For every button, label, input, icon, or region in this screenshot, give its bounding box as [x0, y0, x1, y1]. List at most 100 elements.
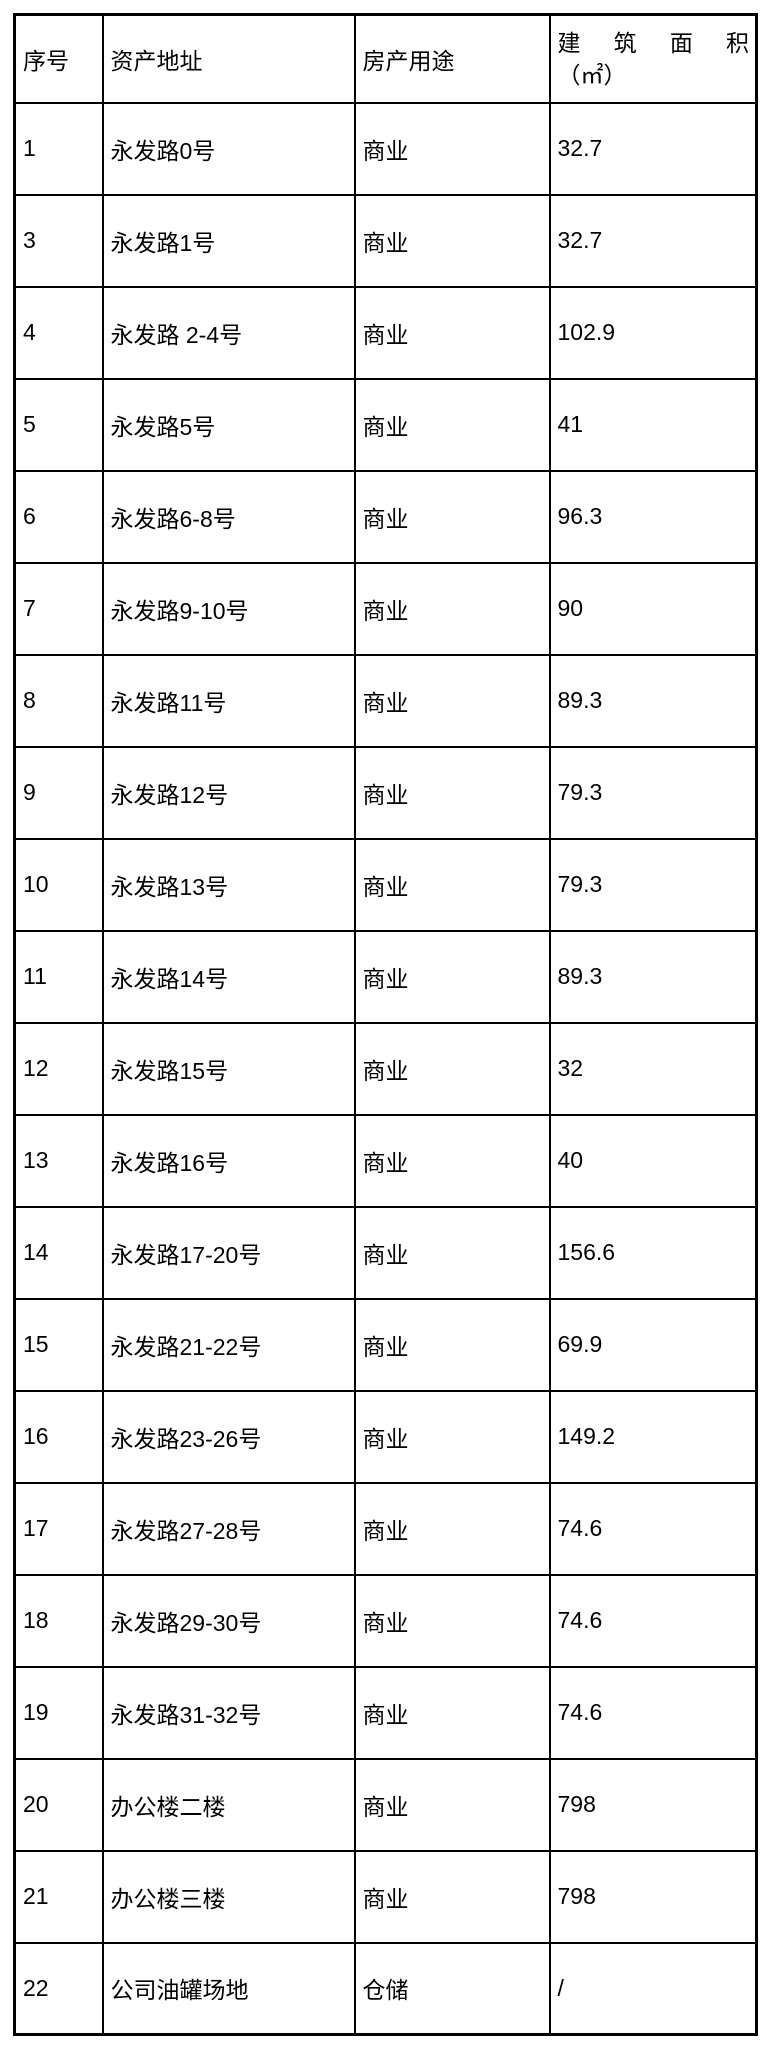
- table-row: 21 办公楼三楼 商业 798: [13, 1849, 758, 1944]
- column-header-area-title: 建 筑 面 积: [557, 29, 750, 56]
- cell-building-area: 74.6: [548, 1481, 758, 1576]
- cell-serial-number: 17: [13, 1481, 104, 1576]
- column-header-area: 建 筑 面 积 （㎡）: [548, 13, 758, 104]
- cell-serial-number: 22: [13, 1941, 104, 2036]
- cell-serial-number: 4: [13, 285, 104, 380]
- cell-serial-number: 14: [13, 1205, 104, 1300]
- cell-asset-address: 永发路6-8号: [101, 469, 356, 564]
- cell-building-area: 41: [548, 377, 758, 472]
- cell-property-use: 商业: [353, 193, 551, 288]
- cell-building-area: 89.3: [548, 653, 758, 748]
- cell-property-use: 商业: [353, 561, 551, 656]
- cell-building-area: 79.3: [548, 745, 758, 840]
- cell-asset-address: 永发路13号: [101, 837, 356, 932]
- cell-building-area: 40: [548, 1113, 758, 1208]
- table-row: 8 永发路11号 商业 89.3: [13, 653, 758, 748]
- cell-building-area: 32: [548, 1021, 758, 1116]
- cell-serial-number: 20: [13, 1757, 104, 1852]
- cell-serial-number: 9: [13, 745, 104, 840]
- column-header-no: 序号: [13, 13, 104, 104]
- table-row: 17 永发路27-28号 商业 74.6: [13, 1481, 758, 1576]
- cell-building-area: 74.6: [548, 1573, 758, 1668]
- cell-property-use: 商业: [353, 653, 551, 748]
- cell-property-use: 商业: [353, 469, 551, 564]
- cell-property-use: 商业: [353, 285, 551, 380]
- cell-serial-number: 16: [13, 1389, 104, 1484]
- cell-serial-number: 19: [13, 1665, 104, 1760]
- cell-serial-number: 21: [13, 1849, 104, 1944]
- table-row: 4 永发路 2-4号 商业 102.9: [13, 285, 758, 380]
- cell-building-area: 149.2: [548, 1389, 758, 1484]
- cell-property-use: 仓储: [353, 1941, 551, 2036]
- cell-property-use: 商业: [353, 1481, 551, 1576]
- cell-building-area: 90: [548, 561, 758, 656]
- cell-serial-number: 1: [13, 101, 104, 196]
- cell-asset-address: 永发路15号: [101, 1021, 356, 1116]
- cell-building-area: 32.7: [548, 193, 758, 288]
- table-row: 10 永发路13号 商业 79.3: [13, 837, 758, 932]
- cell-asset-address: 永发路31-32号: [101, 1665, 356, 1760]
- table-row: 20 办公楼二楼 商业 798: [13, 1757, 758, 1852]
- cell-asset-address: 永发路16号: [101, 1113, 356, 1208]
- cell-asset-address: 永发路1号: [101, 193, 356, 288]
- table-body: 1 永发路0号 商业 32.7 3 永发路1号 商业 32.7 4 永发路 2-…: [13, 101, 758, 2036]
- cell-property-use: 商业: [353, 1205, 551, 1300]
- cell-asset-address: 永发路9-10号: [101, 561, 356, 656]
- cell-asset-address: 永发路14号: [101, 929, 356, 1024]
- cell-serial-number: 13: [13, 1113, 104, 1208]
- cell-asset-address: 永发路0号: [101, 101, 356, 196]
- cell-asset-address: 永发路27-28号: [101, 1481, 356, 1576]
- table-header-row: 序号 资产地址 房产用途 建 筑 面 积 （㎡）: [13, 13, 758, 104]
- cell-property-use: 商业: [353, 1113, 551, 1208]
- cell-asset-address: 永发路 2-4号: [101, 285, 356, 380]
- cell-asset-address: 永发路21-22号: [101, 1297, 356, 1392]
- cell-serial-number: 6: [13, 469, 104, 564]
- cell-building-area: 156.6: [548, 1205, 758, 1300]
- cell-building-area: 96.3: [548, 469, 758, 564]
- cell-serial-number: 15: [13, 1297, 104, 1392]
- cell-property-use: 商业: [353, 929, 551, 1024]
- cell-property-use: 商业: [353, 377, 551, 472]
- column-header-area-unit: （㎡）: [557, 61, 627, 88]
- cell-serial-number: 18: [13, 1573, 104, 1668]
- cell-property-use: 商业: [353, 1849, 551, 1944]
- cell-building-area: 69.9: [548, 1297, 758, 1392]
- cell-asset-address: 办公楼二楼: [101, 1757, 356, 1852]
- table-row: 6 永发路6-8号 商业 96.3: [13, 469, 758, 564]
- cell-property-use: 商业: [353, 837, 551, 932]
- column-header-use: 房产用途: [353, 13, 551, 104]
- cell-building-area: 79.3: [548, 837, 758, 932]
- table-row: 12 永发路15号 商业 32: [13, 1021, 758, 1116]
- cell-serial-number: 11: [13, 929, 104, 1024]
- cell-property-use: 商业: [353, 1021, 551, 1116]
- cell-property-use: 商业: [353, 1297, 551, 1392]
- column-header-address: 资产地址: [101, 13, 356, 104]
- cell-building-area: /: [548, 1941, 758, 2036]
- cell-property-use: 商业: [353, 1389, 551, 1484]
- table-row: 16 永发路23-26号 商业 149.2: [13, 1389, 758, 1484]
- cell-serial-number: 8: [13, 653, 104, 748]
- cell-serial-number: 7: [13, 561, 104, 656]
- cell-asset-address: 办公楼三楼: [101, 1849, 356, 1944]
- table-row: 11 永发路14号 商业 89.3: [13, 929, 758, 1024]
- asset-table: 序号 资产地址 房产用途 建 筑 面 积 （㎡） 1 永发路0号 商业 32.7…: [13, 13, 758, 2036]
- table-row: 14 永发路17-20号 商业 156.6: [13, 1205, 758, 1300]
- cell-asset-address: 永发路23-26号: [101, 1389, 356, 1484]
- cell-asset-address: 永发路11号: [101, 653, 356, 748]
- cell-property-use: 商业: [353, 1757, 551, 1852]
- cell-property-use: 商业: [353, 1573, 551, 1668]
- cell-asset-address: 永发路29-30号: [101, 1573, 356, 1668]
- table-row: 22 公司油罐场地 仓储 /: [13, 1941, 758, 2036]
- cell-serial-number: 10: [13, 837, 104, 932]
- cell-property-use: 商业: [353, 745, 551, 840]
- table-row: 5 永发路5号 商业 41: [13, 377, 758, 472]
- cell-serial-number: 3: [13, 193, 104, 288]
- cell-building-area: 102.9: [548, 285, 758, 380]
- table-row: 15 永发路21-22号 商业 69.9: [13, 1297, 758, 1392]
- cell-building-area: 89.3: [548, 929, 758, 1024]
- table-row: 3 永发路1号 商业 32.7: [13, 193, 758, 288]
- cell-serial-number: 5: [13, 377, 104, 472]
- cell-asset-address: 公司油罐场地: [101, 1941, 356, 2036]
- table-row: 13 永发路16号 商业 40: [13, 1113, 758, 1208]
